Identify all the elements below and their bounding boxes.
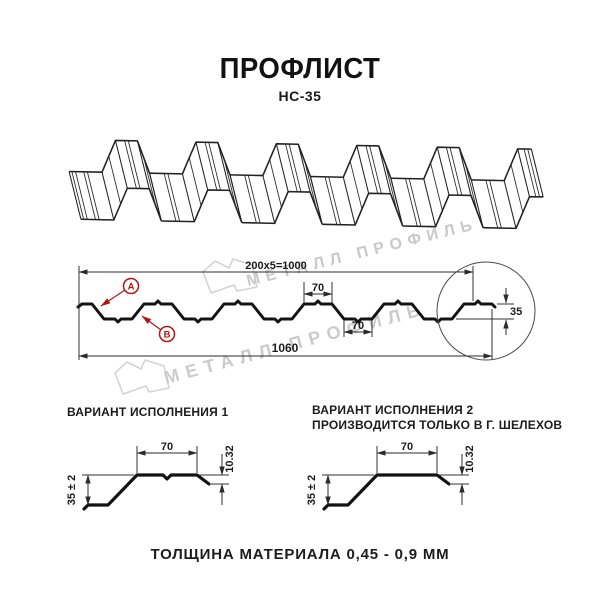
variant-1-dim-height-label: 35 ± 2 — [66, 475, 78, 506]
variant-1-drawing: 70 35 ± 2 10.32 — [66, 441, 236, 511]
variant-2-subheading: ПРОИЗВОДИТСЯ ТОЛЬКО В Г. ШЕЛЕХОВ — [312, 418, 563, 432]
dim-crest-width-label: 70 — [312, 282, 324, 294]
variant-1-heading: ВАРИАНТ ИСПОЛНЕНИЯ 1 — [67, 405, 229, 419]
variant-2-dim-lip-label: 10.32 — [464, 445, 476, 473]
callout-a-label: А — [128, 282, 135, 293]
variant-1-profile-outline — [82, 473, 211, 511]
rib-unit — [67, 138, 164, 222]
page-title: ПРОФЛИСТ — [219, 53, 381, 85]
dim-total-width: 200x5=1000 — [78, 260, 474, 360]
cross-section-drawing: 200x5=1000 70 70 1060 35 — [76, 260, 536, 361]
dim-height-label: 35 — [510, 306, 522, 318]
profile-3d-drawing — [67, 138, 544, 230]
rib-unit — [147, 140, 245, 224]
variant-2-dim-width-label: 70 — [401, 441, 413, 453]
detail-circle — [436, 261, 536, 361]
watermark-logo-icon — [114, 359, 170, 395]
callout-b: В — [141, 315, 176, 343]
dim-total-width-label: 200x5=1000 — [245, 260, 306, 272]
rib-unit — [308, 143, 406, 227]
dim-trough-width: 70 — [343, 320, 373, 337]
variant-1-dim-lip-label: 10.32 — [224, 445, 236, 473]
variant-1-dim-width-label: 70 — [161, 441, 173, 453]
dim-overall-width-label: 1060 — [272, 341, 299, 355]
variant-2-drawing: 70 35 ± 2 10.32 — [306, 441, 476, 511]
variant-1-dim-lip: 10.32 — [199, 445, 236, 505]
variant-1-dim-height: 35 ± 2 — [66, 474, 134, 506]
variant-2-dim-height: 35 ± 2 — [306, 474, 374, 506]
variant-2-dim-height-label: 35 ± 2 — [306, 475, 318, 506]
callout-b-label: В — [164, 330, 171, 341]
rib-unit-tail — [471, 148, 544, 230]
sheet-cut-edge — [71, 171, 88, 220]
variant-2-dim-lip: 10.32 — [439, 445, 476, 505]
variant-2-profile-outline — [322, 473, 451, 511]
dim-crest-width: 70 — [303, 282, 333, 303]
dim-trough-width-label: 70 — [352, 320, 364, 332]
variant-drawings: 70 35 ± 2 10.32 70 — [66, 441, 476, 511]
variant-2-heading: ВАРИАНТ ИСПОЛНЕНИЯ 2 — [312, 403, 474, 417]
dim-overall-width: 1060 — [78, 309, 493, 360]
rib-unit — [228, 142, 325, 226]
dim-height: 35 — [456, 288, 522, 335]
variant-2-dim-width: 70 — [376, 441, 438, 473]
rib-unit — [389, 145, 486, 229]
thickness-note: ТОЛЩИНА МАТЕРИАЛА 0,45 - 0,9 ММ — [150, 546, 450, 563]
profile-outline — [76, 299, 497, 324]
callout-a: А — [100, 277, 140, 307]
product-code: НС-35 — [278, 88, 322, 104]
variant-1-dim-width: 70 — [136, 441, 198, 473]
